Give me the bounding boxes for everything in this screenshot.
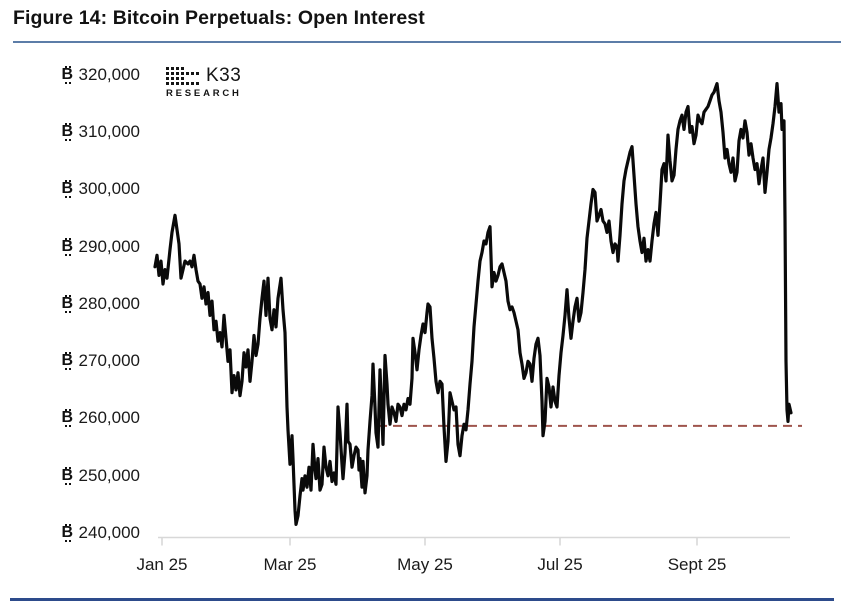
x-tick-label: May 25 — [397, 555, 453, 574]
k33-logo-subtitle: RESEARCH — [166, 88, 242, 99]
bitcoin-icon — [62, 236, 75, 258]
y-tick-label: 250,000 — [20, 465, 140, 487]
x-tick-label: Sept 25 — [667, 555, 727, 574]
bitcoin-icon — [62, 293, 75, 315]
title-rule — [13, 41, 841, 43]
figure-title: Figure 14: Bitcoin Perpetuals: Open Inte… — [13, 7, 425, 29]
bitcoin-icon — [62, 350, 75, 372]
x-tick-label: Jan 25 — [136, 555, 188, 574]
bitcoin-icon — [62, 178, 75, 200]
y-tick-label: 300,000 — [20, 178, 140, 200]
y-tick-label: 290,000 — [20, 236, 140, 258]
y-tick-label: 260,000 — [20, 407, 140, 429]
y-tick-label: 310,000 — [20, 121, 140, 143]
k33-logo-dots-icon — [166, 67, 199, 85]
y-tick-label: 240,000 — [20, 522, 140, 544]
k33-logo: K33 RESEARCH — [166, 65, 242, 99]
bitcoin-icon — [62, 121, 75, 143]
k33-logo-text: K33 — [206, 65, 242, 86]
bitcoin-icon — [62, 64, 75, 86]
y-tick-label: 280,000 — [20, 293, 140, 315]
x-tick-label: Jul 25 — [537, 555, 583, 574]
bitcoin-icon — [62, 465, 75, 487]
series-line — [153, 81, 793, 527]
y-tick-label: 320,000 — [20, 64, 140, 86]
bitcoin-icon — [62, 522, 75, 544]
y-tick-label: 270,000 — [20, 350, 140, 372]
bitcoin-icon — [62, 407, 75, 429]
bottom-rule — [10, 598, 834, 601]
x-tick-label: Mar 25 — [263, 555, 317, 574]
